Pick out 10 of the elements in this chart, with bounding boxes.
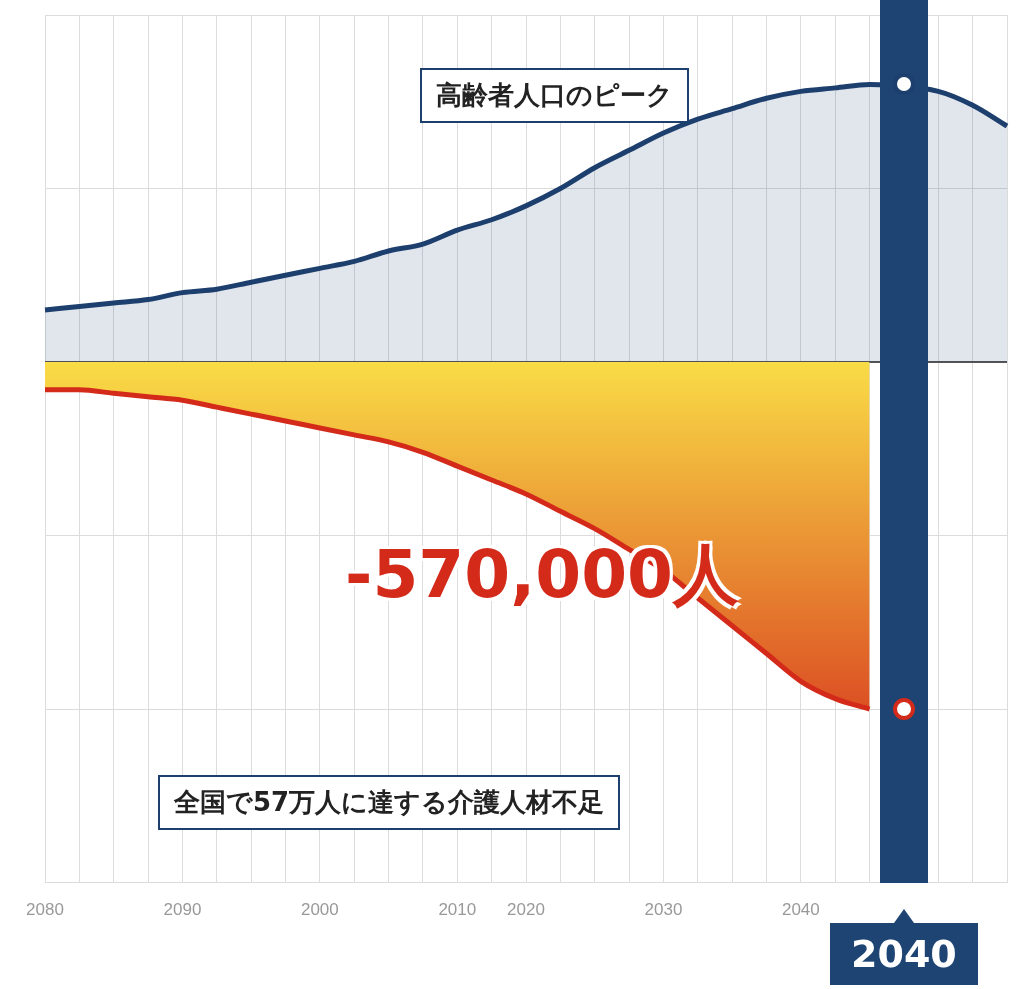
annotation: -570,000人 [345, 535, 740, 615]
x-tick-label: 2030 [644, 900, 683, 920]
x-tick-label: 2000 [300, 900, 339, 920]
annotation: 高齢者人口のピーク [420, 68, 689, 123]
x-tick-label: 2010 [438, 900, 477, 920]
text: 全国で57万人に達する介護人材不足 [158, 775, 621, 830]
x-tick-label: 2040 [781, 900, 820, 920]
x-tick-label: 2020 [507, 900, 545, 920]
x-tick-label: 2090 [163, 900, 202, 920]
x-tick-label: 2080 [26, 900, 64, 920]
